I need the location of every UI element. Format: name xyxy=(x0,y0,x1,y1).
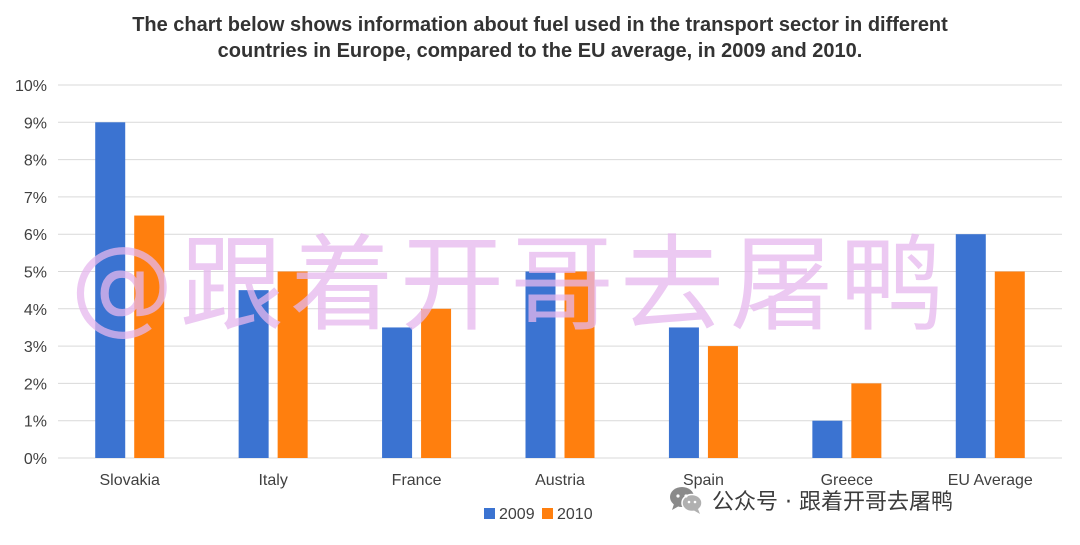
bar-2010-france xyxy=(421,308,452,458)
bar-2009-greece xyxy=(812,420,843,458)
x-tick-label: Spain xyxy=(683,472,724,489)
y-tick-label: 9% xyxy=(24,115,47,132)
legend-swatch-2010 xyxy=(542,508,553,519)
y-tick-label: 2% xyxy=(24,376,47,393)
bar-2009-austria xyxy=(525,271,556,458)
bar-2010-eu-average xyxy=(994,271,1025,458)
y-tick-label: 7% xyxy=(24,190,47,207)
chart-title-line-2: countries in Europe, compared to the EU … xyxy=(217,40,863,62)
legend-label-2010: 2010 xyxy=(557,506,593,523)
bar-2010-slovakia xyxy=(134,215,165,458)
x-tick-label: EU Average xyxy=(948,472,1033,489)
chart-title: The chart below shows information about … xyxy=(0,12,1080,64)
bar-2010-austria xyxy=(564,271,595,458)
y-tick-label: 3% xyxy=(24,339,47,356)
wechat-account-label: 公众号 · 跟着开哥去屠鸭 xyxy=(712,490,953,515)
y-tick-label: 8% xyxy=(24,153,47,170)
wechat-watermark: 公众号 · 跟着开哥去屠鸭 xyxy=(668,484,953,516)
y-tick-label: 4% xyxy=(24,302,47,319)
bar-2010-italy xyxy=(277,271,308,458)
bar-2009-france xyxy=(382,327,413,458)
legend-label-2009: 2009 xyxy=(499,506,535,523)
y-tick-label: 6% xyxy=(24,227,47,244)
x-tick-label: France xyxy=(392,472,442,489)
y-tick-label: 0% xyxy=(24,451,47,468)
x-tick-label: Greece xyxy=(821,472,874,489)
bar-2009-eu-average xyxy=(955,234,986,458)
legend-swatch-2009 xyxy=(484,508,495,519)
x-tick-label: Austria xyxy=(535,472,585,489)
bar-2010-greece xyxy=(851,383,882,458)
bar-2009-spain xyxy=(668,327,699,458)
bar-2009-slovakia xyxy=(95,122,126,459)
y-tick-label: 10% xyxy=(15,78,47,95)
y-tick-label: 5% xyxy=(24,265,47,282)
x-tick-label: Slovakia xyxy=(99,472,160,489)
y-tick-label: 1% xyxy=(24,414,47,431)
bar-2009-italy xyxy=(238,290,269,458)
watermark-text: @跟着开哥去屠鸭 xyxy=(70,224,951,346)
x-tick-label: Italy xyxy=(258,472,287,489)
bar-2010-spain xyxy=(707,346,738,458)
wechat-icon xyxy=(668,485,704,515)
chart-title-line-1: The chart below shows information about … xyxy=(132,14,948,36)
